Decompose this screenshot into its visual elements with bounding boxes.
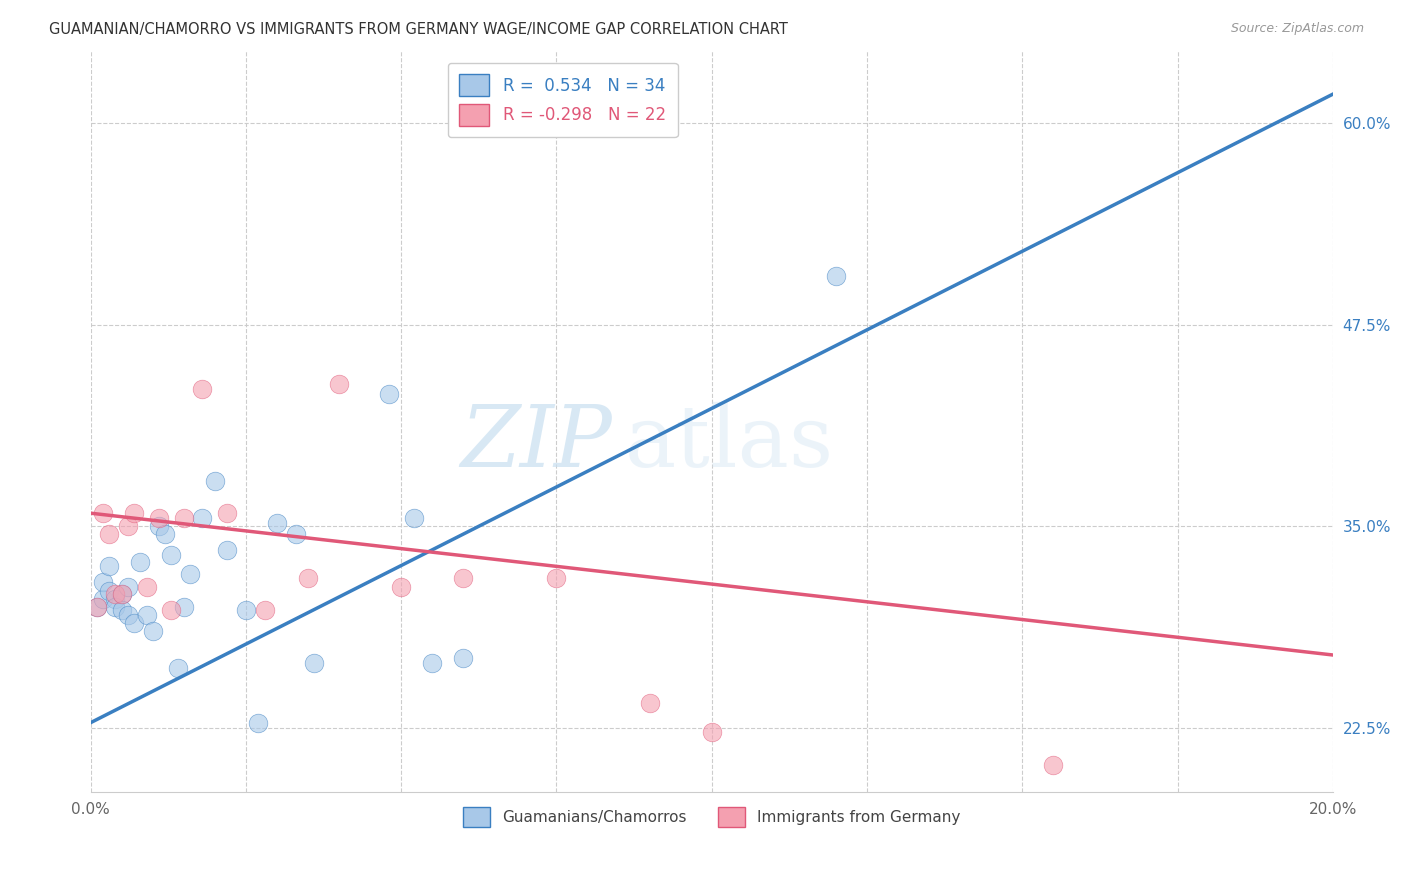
Point	[302, 656, 325, 670]
Text: GUAMANIAN/CHAMORRO VS IMMIGRANTS FROM GERMANY WAGE/INCOME GAP CORRELATION CHART: GUAMANIAN/CHAMORRO VS IMMIGRANTS FROM GE…	[49, 22, 789, 37]
Point	[173, 511, 195, 525]
Point	[148, 511, 170, 525]
Point	[122, 615, 145, 630]
Point	[111, 603, 134, 617]
Point	[129, 555, 152, 569]
Point	[179, 567, 201, 582]
Point	[1042, 757, 1064, 772]
Point	[217, 543, 239, 558]
Point	[328, 377, 350, 392]
Point	[377, 387, 399, 401]
Point	[297, 571, 319, 585]
Point	[546, 571, 568, 585]
Text: ZIP: ZIP	[460, 402, 613, 485]
Point	[191, 511, 214, 525]
Point	[420, 656, 443, 670]
Point	[284, 527, 307, 541]
Point	[98, 583, 121, 598]
Point	[247, 715, 270, 730]
Text: Source: ZipAtlas.com: Source: ZipAtlas.com	[1230, 22, 1364, 36]
Point	[204, 474, 226, 488]
Point	[122, 506, 145, 520]
Point	[148, 519, 170, 533]
Point	[86, 599, 108, 614]
Point	[104, 591, 127, 606]
Point	[825, 269, 848, 284]
Point	[235, 603, 257, 617]
Point	[173, 599, 195, 614]
Point	[91, 575, 114, 590]
Point	[104, 599, 127, 614]
Point	[451, 651, 474, 665]
Point	[111, 587, 134, 601]
Point	[86, 599, 108, 614]
Point	[217, 506, 239, 520]
Point	[98, 527, 121, 541]
Legend: Guamanians/Chamorros, Immigrants from Germany: Guamanians/Chamorros, Immigrants from Ge…	[454, 798, 970, 836]
Point	[253, 603, 276, 617]
Point	[142, 624, 165, 638]
Point	[117, 519, 139, 533]
Point	[166, 661, 188, 675]
Point	[91, 591, 114, 606]
Point	[135, 580, 157, 594]
Point	[389, 580, 412, 594]
Point	[104, 587, 127, 601]
Point	[638, 696, 661, 710]
Point	[135, 607, 157, 622]
Text: atlas: atlas	[624, 402, 834, 485]
Point	[117, 607, 139, 622]
Point	[153, 527, 176, 541]
Point	[91, 506, 114, 520]
Point	[191, 382, 214, 396]
Point	[451, 571, 474, 585]
Point	[160, 548, 183, 562]
Point	[98, 559, 121, 574]
Point	[402, 511, 425, 525]
Point	[700, 725, 723, 739]
Point	[160, 603, 183, 617]
Point	[111, 587, 134, 601]
Point	[266, 516, 288, 530]
Point	[117, 580, 139, 594]
